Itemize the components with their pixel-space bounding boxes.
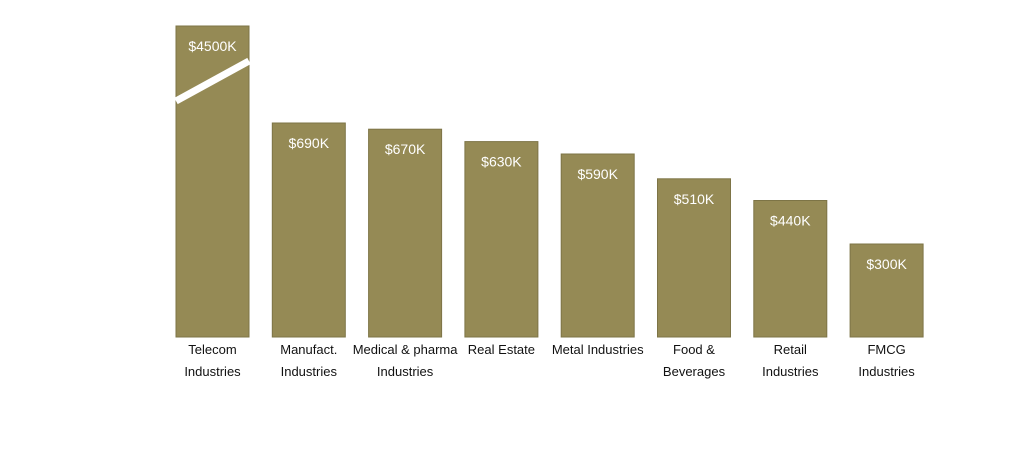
x-tick-label-4-line-1: Real Estate <box>468 342 535 357</box>
bar-5 <box>560 153 635 338</box>
bars-group <box>175 25 924 338</box>
data-label-7: $440K <box>770 213 811 229</box>
data-label-6: $510K <box>674 191 715 207</box>
x-tick-label-1-line-2: Industries <box>184 364 241 379</box>
x-tick-label-2-line-1: Manufact. <box>280 342 337 357</box>
x-tick-label-7-line-1: Retail <box>774 342 807 357</box>
x-tick-label-6-line-2: Beverages <box>663 364 726 379</box>
bar-3 <box>368 128 443 338</box>
x-tick-label-3-line-1: Medical & pharma <box>353 342 459 357</box>
x-tick-label-2-line-2: Industries <box>281 364 338 379</box>
data-label-5: $590K <box>577 166 618 182</box>
data-label-4: $630K <box>481 154 522 170</box>
x-tick-labels-group: Telecom Industries Manufact. Industries Medi… <box>184 342 915 379</box>
x-tick-label-7-line-2: Industries <box>762 364 819 379</box>
axis-break-group <box>174 57 251 105</box>
x-tick-label-5-line-1: Metal Industries <box>552 342 644 357</box>
x-tick-label-3-line-2: Industries <box>377 364 434 379</box>
axis-break-mark <box>174 57 251 105</box>
data-label-3: $670K <box>385 141 426 157</box>
bar-8 <box>849 243 924 338</box>
data-label-8: $300K <box>866 256 907 272</box>
bar-1 <box>175 25 250 338</box>
bar-2 <box>271 122 346 338</box>
data-labels-group: $4500K $690K $670K $630K $590K $510K $440K $300… <box>188 38 907 272</box>
data-label-2: $690K <box>289 135 330 151</box>
bar-7 <box>753 200 828 338</box>
x-tick-label-8-line-1: FMCG <box>867 342 905 357</box>
x-tick-label-1-line-1: Telecom <box>188 342 236 357</box>
bar-6 <box>657 178 731 338</box>
bar-4 <box>464 141 539 338</box>
data-label-1: $4500K <box>188 38 237 54</box>
x-tick-label-6-line-1: Food & <box>673 342 715 357</box>
x-tick-label-8-line-2: Industries <box>858 364 915 379</box>
